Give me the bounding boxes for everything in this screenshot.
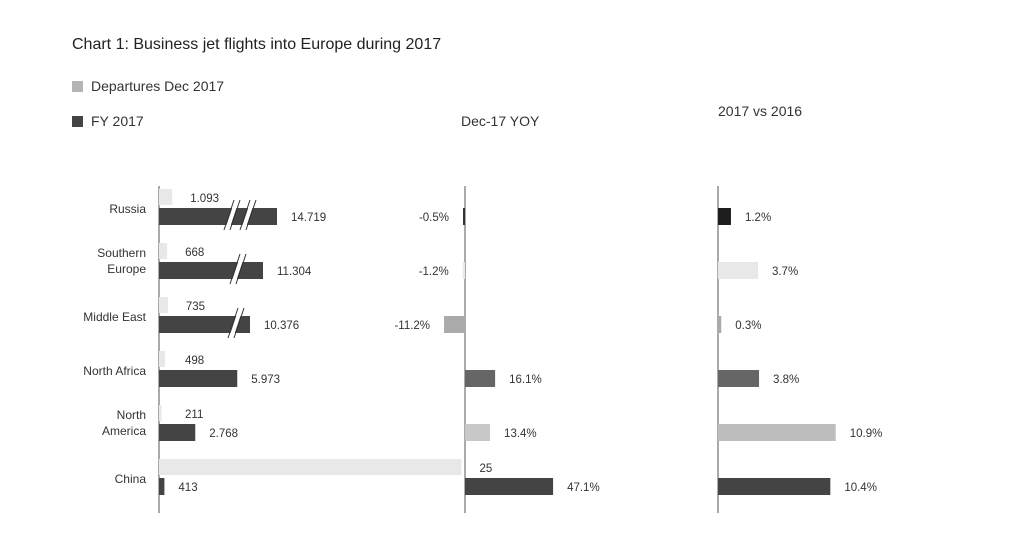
data-label-2017-vs-2016-china: 10.4% — [844, 482, 877, 494]
axis-break-mark-russia-1b — [245, 199, 257, 231]
data-label-dec2017-china: 25 — [480, 463, 493, 475]
bar-fy2017-middle-east — [159, 316, 250, 333]
axis-break-gap-middle-east-0 — [229, 307, 243, 339]
bar-fy2017-north-america — [159, 424, 196, 441]
bar-2017-vs-2016-russia — [718, 208, 731, 225]
data-label-fy2017-north-america: 2.768 — [209, 428, 238, 440]
data-label-fy2017-middle-east: 10.376 — [264, 320, 299, 332]
legend-item-departures: Departures Dec 2017 — [72, 78, 224, 94]
axis-break-mark-russia-0a — [223, 199, 235, 231]
axis-break-mark-southern-europe-0a — [229, 253, 241, 285]
category-label-china: China — [115, 472, 147, 486]
bar-fy2017-china — [159, 478, 165, 495]
data-label-dec2017-russia: 1.093 — [190, 193, 219, 205]
data-label-2017-vs-2016-middle-east: 0.3% — [735, 320, 761, 332]
bar-dec2017-middle-east — [159, 297, 168, 313]
bar-fy2017-north-africa — [159, 370, 238, 387]
bar-yoy-north-america — [465, 424, 491, 441]
axis-break-gap-southern-europe-0 — [231, 253, 245, 285]
axis-break-gap-russia-1 — [241, 199, 255, 231]
data-label-2017-vs-2016-north-africa: 3.8% — [773, 374, 799, 386]
bar-yoy-north-africa — [465, 370, 496, 387]
data-label-yoy-north-america: 13.4% — [504, 428, 537, 440]
legend-swatch-departures — [72, 80, 83, 92]
chart-title: Chart 1: Business jet flights into Europ… — [72, 36, 442, 53]
data-label-yoy-southern-europe: -1.2% — [419, 266, 449, 278]
bar-dec2017-north-africa — [159, 351, 166, 367]
bar-fy2017-southern-europe — [159, 262, 263, 279]
bar-dec2017-china — [159, 459, 462, 475]
data-label-fy2017-russia: 14.719 — [291, 212, 326, 224]
bar-2017-vs-2016-north-africa — [718, 370, 760, 387]
data-label-yoy-china: 47.1% — [567, 482, 600, 494]
category-label-russia: Russia — [109, 202, 146, 216]
panel-title-yoy: Dec-17 YOY — [461, 113, 540, 129]
data-label-2017-vs-2016-north-america: 10.9% — [850, 428, 883, 440]
axis-break-mark-russia-0b — [229, 199, 241, 231]
bar-yoy-southern-europe — [462, 262, 465, 279]
axis-break-mark-middle-east-0a — [227, 307, 239, 339]
legend-swatch-fy2017 — [72, 115, 83, 127]
bar-2017-vs-2016-middle-east — [718, 316, 722, 333]
data-label-dec2017-north-africa: 498 — [185, 355, 204, 367]
axis-break-mark-russia-1a — [239, 199, 251, 231]
axis-break-mark-middle-east-0b — [233, 307, 245, 339]
bar-yoy-middle-east — [444, 316, 465, 333]
data-label-2017-vs-2016-southern-europe: 3.7% — [772, 266, 798, 278]
legend-label-departures: Departures Dec 2017 — [91, 78, 225, 94]
bar-dec2017-north-america — [159, 405, 162, 421]
data-label-dec2017-middle-east: 735 — [186, 301, 205, 313]
bar-2017-vs-2016-southern-europe — [718, 262, 758, 279]
bar-yoy-china — [465, 478, 554, 495]
data-label-fy2017-china: 413 — [178, 482, 197, 494]
data-label-yoy-north-africa: 16.1% — [509, 374, 542, 386]
data-label-yoy-russia: -0.5% — [419, 212, 449, 224]
data-label-dec2017-southern-europe: 668 — [185, 247, 204, 259]
data-label-fy2017-north-africa: 5.973 — [251, 374, 280, 386]
data-label-2017-vs-2016-russia: 1.2% — [745, 212, 771, 224]
legend-item-fy2017: FY 2017 — [72, 113, 144, 129]
data-label-yoy-middle-east: -11.2% — [394, 320, 430, 332]
category-label-north-america: North America — [102, 408, 146, 438]
bar-dec2017-southern-europe — [159, 243, 168, 259]
axis-break-mark-southern-europe-0b — [235, 253, 247, 285]
bar-2017-vs-2016-north-america — [718, 424, 836, 441]
legend-label-fy2017: FY 2017 — [91, 113, 144, 129]
bar-fy2017-russia — [159, 208, 277, 225]
axis-break-gap-russia-0 — [225, 199, 239, 231]
bar-dec2017-russia — [159, 189, 173, 205]
data-label-dec2017-north-america: 211 — [185, 409, 203, 421]
category-label-north-africa: North Africa — [83, 364, 146, 378]
bar-yoy-russia — [463, 208, 465, 225]
data-label-fy2017-southern-europe: 11.304 — [277, 266, 312, 278]
category-label-middle-east: Middle East — [83, 310, 146, 324]
category-label-southern-europe: Southern Europe — [97, 246, 146, 276]
bar-2017-vs-2016-china — [718, 478, 831, 495]
panel-title-2017-vs-2016: 2017 vs 2016 — [718, 103, 803, 119]
